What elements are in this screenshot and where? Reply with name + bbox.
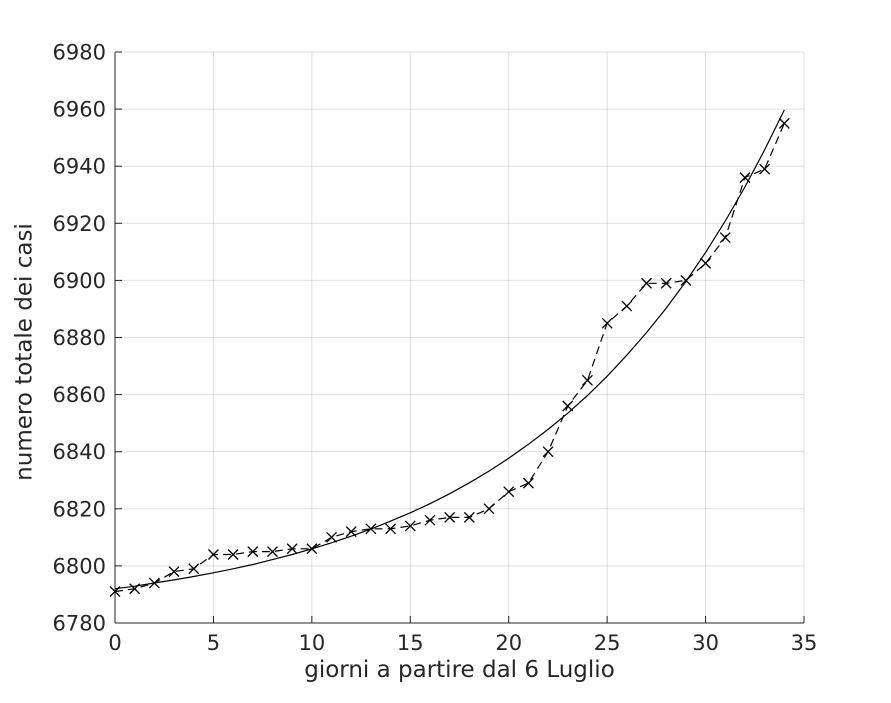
- observed-data-marker: [227, 549, 239, 560]
- y-tick-label: 6840: [53, 440, 106, 464]
- x-tick-label: 0: [108, 631, 121, 655]
- observed-data-marker: [759, 163, 771, 175]
- observed-data-marker: [522, 477, 534, 489]
- observed-data-marker: [168, 566, 180, 578]
- y-tick-label: 6920: [53, 212, 106, 236]
- x-axis-label: giorni a partire dal 6 Luglio: [304, 657, 615, 683]
- observed-data-marker: [621, 300, 633, 312]
- observed-data-marker: [267, 546, 278, 558]
- observed-data-marker: [188, 563, 200, 575]
- observed-data-marker: [562, 400, 574, 412]
- observed-data-marker: [444, 511, 456, 523]
- observed-data-marker: [601, 317, 613, 329]
- observed-data-marker: [778, 117, 790, 129]
- observed-data-marker: [207, 549, 219, 560]
- y-tick-label: 6940: [53, 155, 106, 179]
- observed-data-marker: [542, 446, 554, 458]
- y-tick-label: 6860: [53, 383, 106, 407]
- observed-data-marker: [483, 503, 495, 515]
- y-tick-label: 6800: [53, 554, 106, 578]
- y-tick-label: 6900: [53, 269, 106, 293]
- y-tick-label: 6820: [53, 497, 106, 521]
- y-tick-label: 6780: [53, 612, 106, 636]
- observed-data-marker: [326, 531, 338, 543]
- observed-data-marker: [247, 546, 259, 558]
- observed-data-marker: [641, 277, 652, 289]
- x-tick-label: 10: [298, 631, 325, 655]
- fitted-curve-line: [114, 109, 785, 590]
- x-tick-label: 25: [594, 631, 621, 655]
- x-tick-label: 5: [207, 631, 220, 655]
- x-tick-label: 35: [791, 631, 818, 655]
- observed-data-marker: [700, 257, 712, 269]
- x-tick-label: 20: [495, 631, 522, 655]
- observed-data-marker: [424, 514, 436, 526]
- observed-data-marker: [463, 511, 475, 523]
- observed-data-marker: [719, 232, 731, 244]
- y-tick-label: 6960: [53, 98, 106, 122]
- observed-data-marker: [581, 374, 593, 386]
- observed-data-marker: [404, 520, 416, 532]
- observed-data-marker: [660, 277, 672, 289]
- y-tick-label: 6980: [53, 41, 106, 65]
- observed-data-marker: [286, 543, 298, 555]
- y-axis-label: numero totale dei casi: [11, 223, 38, 481]
- observed-data-line: [114, 123, 785, 593]
- x-tick-label: 30: [692, 631, 719, 655]
- observed-data-marker: [503, 486, 515, 498]
- y-tick-label: 6880: [53, 326, 106, 350]
- x-tick-label: 15: [397, 631, 424, 655]
- observed-data-marker: [385, 523, 397, 535]
